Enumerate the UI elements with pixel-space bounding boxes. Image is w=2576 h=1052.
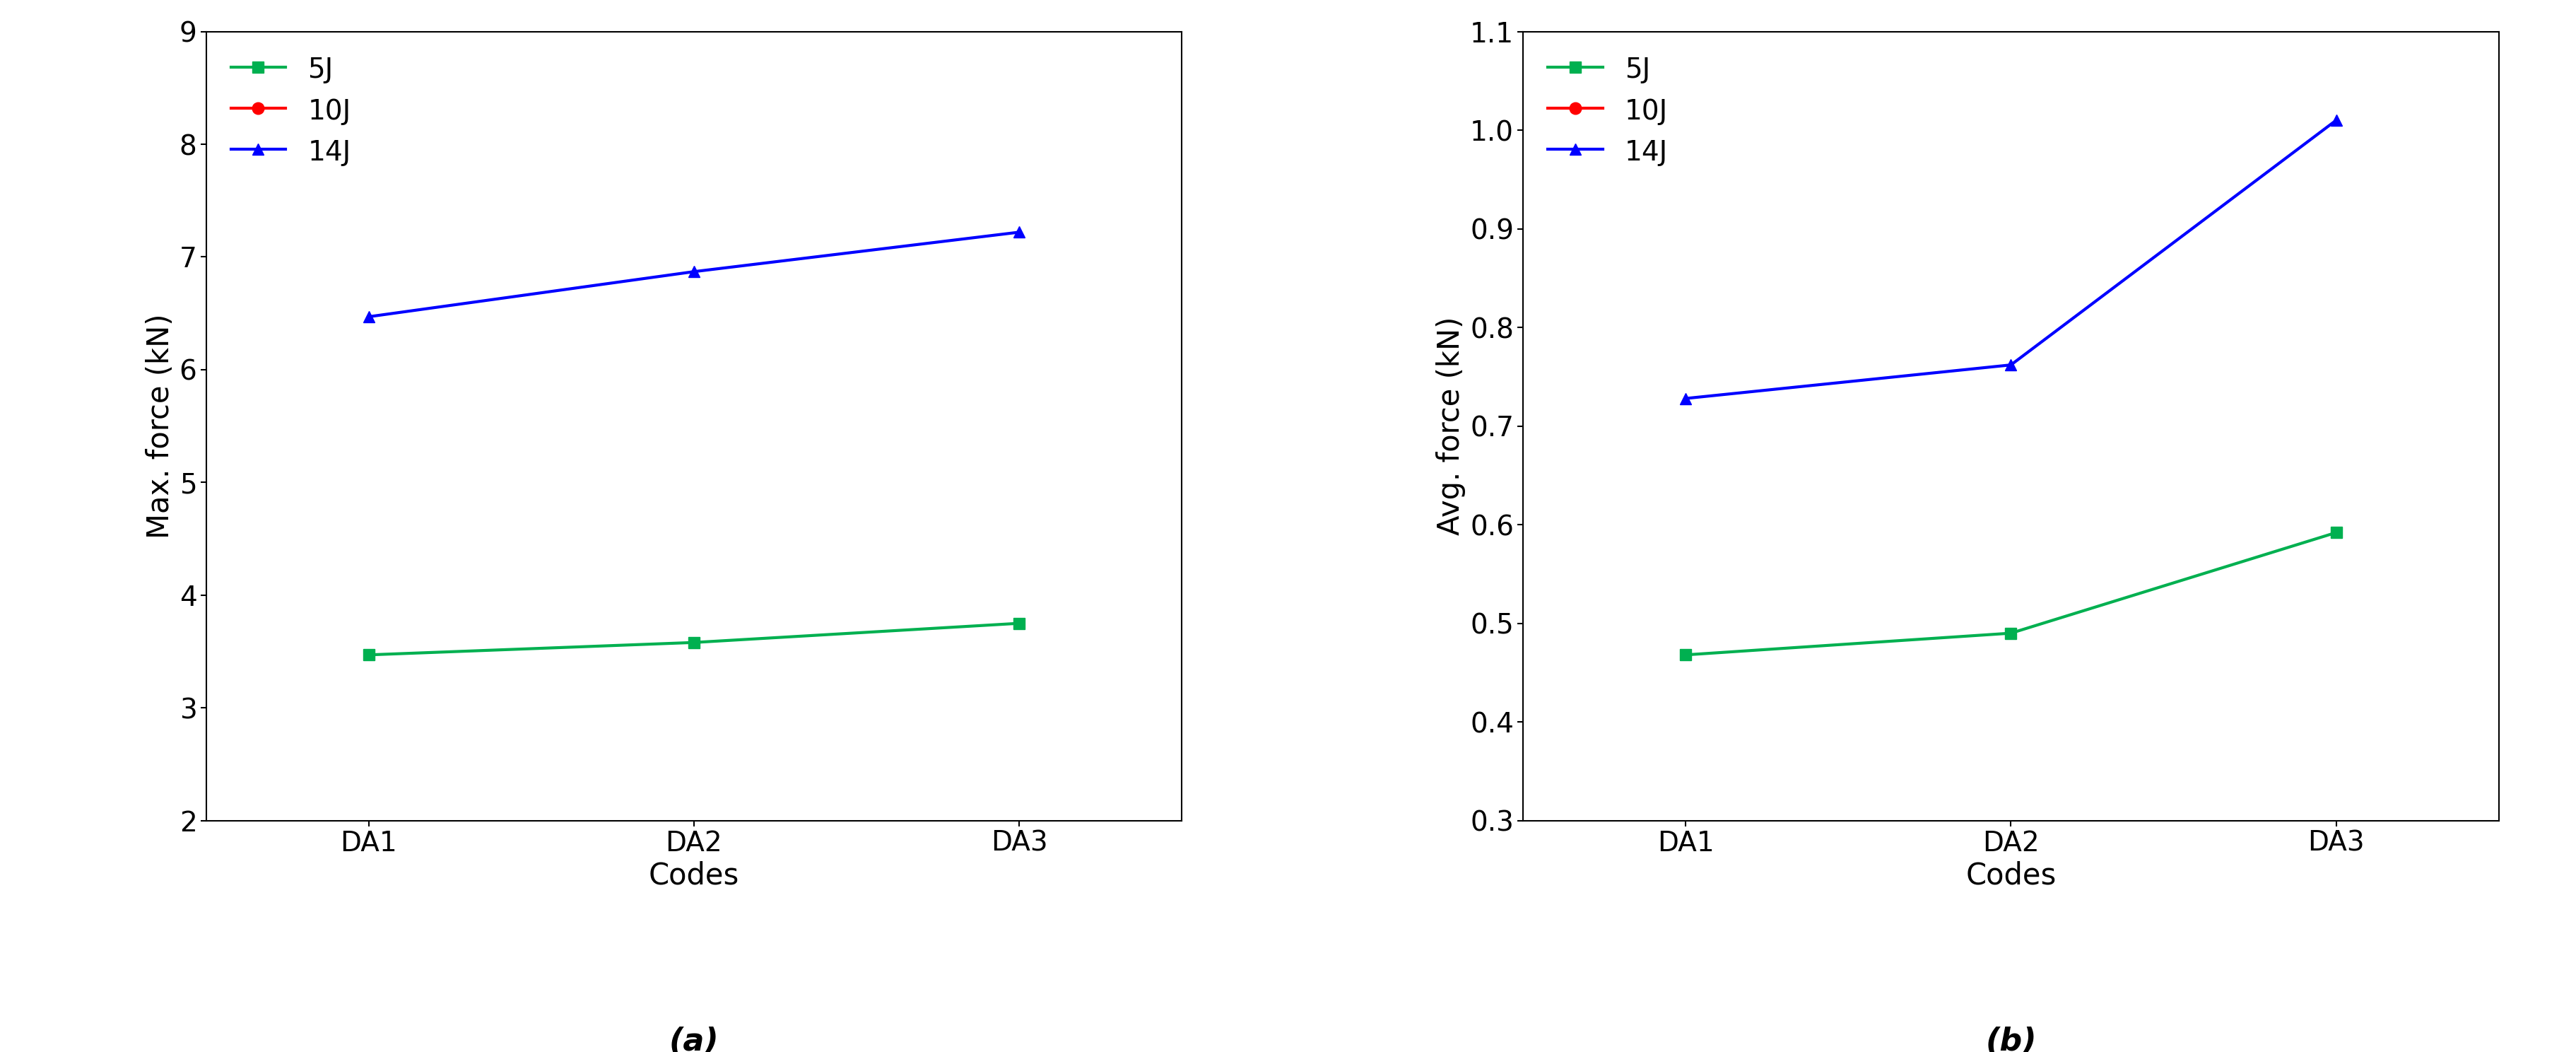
14J: [1996, 359, 2027, 371]
5J: [1005, 616, 1036, 629]
Text: (a): (a): [670, 1027, 719, 1052]
14J: [677, 265, 708, 278]
14J: [1005, 226, 1036, 239]
5J: [353, 648, 384, 662]
Line: 14J: 14J: [363, 226, 1025, 323]
Y-axis label: Avg. force (kN): Avg. force (kN): [1437, 317, 1466, 535]
14J: [1669, 392, 1700, 405]
14J: [2321, 114, 2352, 126]
Y-axis label: Max. force (kN): Max. force (kN): [147, 313, 175, 539]
5J: [2321, 526, 2352, 539]
X-axis label: Codes: Codes: [649, 861, 739, 890]
Legend: 5J, 10J, 14J: 5J, 10J, 14J: [1538, 45, 1680, 177]
5J: [1669, 648, 1700, 661]
X-axis label: Codes: Codes: [1965, 861, 2056, 890]
Text: (b): (b): [1986, 1027, 2038, 1052]
Line: 14J: 14J: [1680, 115, 2342, 404]
5J: [1996, 627, 2027, 640]
Line: 5J: 5J: [363, 618, 1025, 661]
Legend: 5J, 10J, 14J: 5J, 10J, 14J: [219, 45, 363, 177]
Line: 5J: 5J: [1680, 527, 2342, 661]
14J: [353, 310, 384, 323]
5J: [677, 636, 708, 649]
